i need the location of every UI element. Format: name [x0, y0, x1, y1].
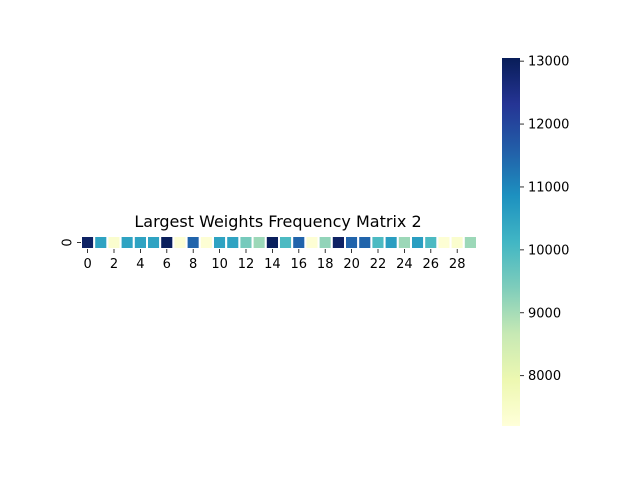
heatmap-cell: [159, 235, 175, 250]
colorbar-tick-label: 8000: [528, 369, 561, 384]
colorbar: [502, 58, 520, 426]
heatmap-cell: [238, 235, 254, 250]
x-tick-label: 8: [189, 257, 197, 272]
heatmap-cell: [449, 235, 465, 250]
heatmap-cell: [462, 235, 478, 250]
heatmap-cell: [146, 235, 162, 250]
heatmap-cell: [185, 235, 201, 250]
colorbar-tick-label: 13000: [528, 55, 569, 70]
x-tick-label: 14: [264, 257, 281, 272]
heatmap-cell: [410, 235, 426, 250]
x-tick-label: 28: [449, 257, 466, 272]
x-tick-label: 16: [291, 257, 308, 272]
y-axis-ticks: 0: [61, 238, 81, 247]
colorbar-tick-label: 9000: [528, 306, 561, 321]
heatmap-cell: [172, 235, 188, 250]
heatmap-cell: [225, 235, 241, 250]
x-tick-label: 10: [211, 257, 228, 272]
heatmap-cell: [106, 235, 122, 250]
colorbar-tick-label: 12000: [528, 118, 569, 133]
heatmap-cell: [330, 235, 346, 250]
colorbar-ticks: 8000 9000 10000 11000 12000 13000: [520, 55, 569, 384]
y-tick-label: 0: [61, 238, 76, 246]
x-axis-ticks: 0 2 4 6 8 10 12 14 16 18 20 22 24 26 28: [83, 249, 465, 272]
heatmap-cell: [212, 235, 228, 250]
heatmap-cell: [344, 235, 360, 250]
heatmap-cell: [93, 235, 109, 250]
heatmap-cell: [436, 235, 452, 250]
heatmap-cell: [291, 235, 307, 250]
heatmap-cell: [251, 235, 267, 250]
heatmap-cell: [423, 235, 439, 250]
heatmap-cell: [317, 235, 333, 250]
colorbar-tick-label: 11000: [528, 181, 569, 196]
heatmap-cell: [119, 235, 135, 250]
heatmap-cell: [132, 235, 149, 250]
x-tick-label: 20: [343, 257, 360, 272]
heatmap-cell: [370, 235, 386, 250]
x-tick-label: 0: [83, 257, 91, 272]
heatmap-cell: [80, 235, 96, 250]
heatmap-cell: [198, 235, 215, 250]
x-tick-label: 12: [238, 257, 255, 272]
x-tick-label: 26: [423, 257, 440, 272]
heatmap-cells: [80, 235, 478, 250]
chart-title: Largest Weights Frequency Matrix 2: [134, 212, 421, 231]
heatmap-cell: [278, 235, 294, 250]
heatmap-cell: [357, 235, 373, 250]
heatmap-cell: [264, 235, 280, 250]
x-tick-label: 4: [136, 257, 144, 272]
heatmap-cell: [304, 235, 320, 250]
x-tick-label: 6: [163, 257, 171, 272]
heatmap-cell: [383, 235, 399, 250]
x-tick-label: 22: [370, 257, 387, 272]
colorbar-tick-label: 10000: [528, 243, 569, 258]
x-tick-label: 24: [396, 257, 413, 272]
heatmap-cell: [396, 235, 412, 250]
x-tick-label: 18: [317, 257, 334, 272]
x-tick-label: 2: [110, 257, 118, 272]
